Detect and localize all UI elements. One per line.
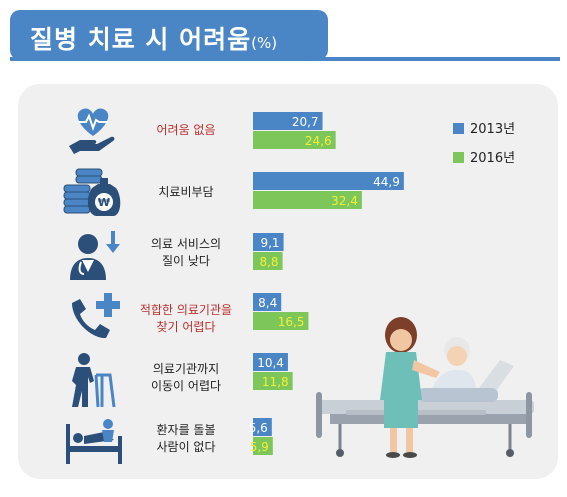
bar-value-label-2013-3: 8,4 [258, 296, 277, 310]
bar-value-label-2013-1: 44,9 [373, 175, 400, 189]
bar-2016-4 [253, 372, 293, 390]
category-label-low-quality: 의료 서비스의 질이 낮다 [150, 237, 222, 268]
legend-swatch-2016 [453, 152, 464, 163]
bar-value-label-2013-2: 9,1 [260, 236, 279, 250]
bar-value-label-2013-0: 20,7 [292, 115, 319, 129]
bar-value-label-2016-2: 8,8 [259, 255, 278, 269]
bar-value-label-2016-5: 5,9 [250, 440, 269, 454]
bar-2016-5 [253, 437, 273, 455]
bar-value-label-2013-5: 5,6 [249, 421, 268, 435]
bar-2016-0 [253, 131, 336, 149]
legend-label-2016: 2016년 [470, 151, 516, 166]
chart-title: 질병 치료 시 어려움(%) [30, 20, 277, 56]
bar-2016-1 [253, 191, 362, 209]
bar-2013-4 [253, 353, 288, 371]
walker-person-icon [72, 353, 116, 408]
bar-value-label-2016-0: 24,6 [305, 134, 332, 148]
bar-2013-2 [253, 233, 284, 251]
category-label-cost-burden: 치료비부담 [158, 185, 214, 199]
category-label-hard-to-reach: 의료기관까지 이동이 어렵다 [150, 362, 222, 393]
legend-label-2013: 2013년 [470, 122, 516, 137]
title-pill: 질병 치료 시 어려움(%) [10, 10, 328, 60]
doctor-down-icon [70, 231, 120, 280]
category-label-no-difficulty: 어려움 없음 [156, 123, 216, 137]
bar-2016-3 [253, 312, 309, 330]
heart-hand-icon [69, 108, 115, 154]
bar-2013-3 [253, 293, 282, 311]
bar-value-label-2016-4: 11,8 [262, 375, 289, 389]
legend-swatch-2013 [453, 123, 464, 134]
bars-group: 20,7 44,9 9,1 8,4 10,4 5,6 24,6 32,4 8,8 16,5 11,8… [249, 112, 404, 455]
svg-text:₩: ₩ [98, 196, 110, 209]
bar-value-label-2013-4: 10,4 [257, 356, 284, 370]
legend-item-2016: 2016년 [453, 147, 515, 166]
patient-bed-icon [66, 419, 122, 464]
title-banner: 질병 치료 시 어려움(%) [10, 10, 560, 66]
category-label-no-caregiver: 환자를 돌볼 사람이 없다 [156, 423, 216, 454]
bar-value-label-2016-3: 16,5 [278, 315, 305, 329]
bar-2013-1 [253, 172, 404, 190]
chart-title-main: 질병 치료 시 어려움 [30, 25, 252, 54]
coin-stack-icon: ₩ [63, 168, 121, 216]
bar-value-label-2016-1: 32,4 [331, 194, 358, 208]
chart-title-unit: (%) [251, 34, 278, 52]
bar-2013-5 [253, 418, 272, 436]
phone-plus-icon [72, 293, 120, 339]
bar-2013-0 [253, 112, 323, 130]
nurse-patient-illustration [316, 317, 534, 458]
category-label-hard-to-find: 적합한 의료기관을 찾기 어렵다 [139, 303, 233, 334]
legend-item-2013: 2013년 [453, 118, 515, 137]
bar-2016-2 [253, 252, 283, 270]
